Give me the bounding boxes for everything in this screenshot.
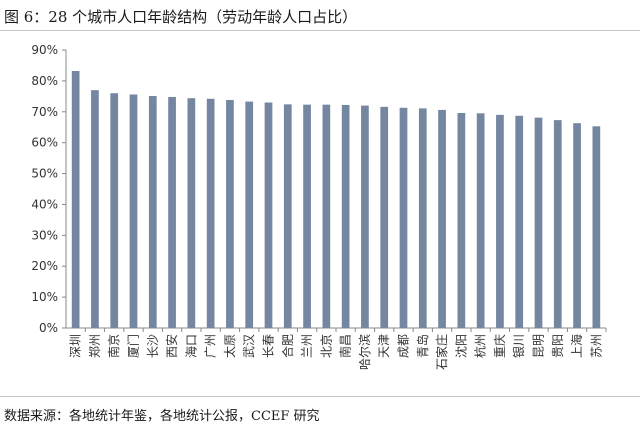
x-tick-label: 厦门 (126, 334, 141, 358)
y-tick-label: 10% (31, 290, 58, 304)
x-tick-label: 海口 (183, 334, 198, 358)
bar (553, 120, 562, 329)
x-tick-label: 合肥 (280, 334, 295, 358)
bar (187, 98, 196, 328)
y-tick-label: 20% (31, 259, 58, 273)
bar (303, 104, 311, 328)
y-tick-label: 0% (39, 321, 58, 335)
x-tick-label: 太原 (222, 334, 237, 358)
bar (110, 93, 119, 328)
x-tick-label: 哈尔滨 (357, 334, 372, 370)
x-tick-label: 武汉 (242, 334, 256, 358)
x-tick-label: 昆明 (532, 334, 546, 358)
source-note: 数据来源：各地统计年鉴，各地统计公报，CCEF 研究 (4, 409, 320, 424)
y-tick-label: 30% (31, 228, 58, 242)
bar (573, 123, 581, 329)
bar (534, 117, 543, 329)
y-tick-label: 60% (31, 136, 58, 150)
bar (148, 96, 157, 329)
x-tick-label: 青岛 (415, 334, 430, 358)
y-tick-label: 50% (31, 167, 58, 181)
bar (399, 107, 408, 328)
x-tick-label: 北京 (319, 334, 333, 358)
x-tick-label: 郑州 (87, 334, 102, 358)
bar-chart: 0% 10% 20% 30% 40% 50% 60% 70% 80% 90% 深圳 郑州 南京 厦门 长沙西… (31, 43, 607, 370)
bar (91, 90, 99, 328)
bar (515, 115, 524, 328)
x-tick-label: 苏州 (589, 334, 603, 358)
bar (322, 104, 331, 328)
y-tick-label: 40% (31, 197, 58, 211)
bar (592, 126, 601, 328)
bar (264, 102, 273, 328)
chart-title: 图 6：28 个城市人口年龄结构（劳动年龄人口占比） (4, 8, 358, 26)
bar (361, 105, 369, 328)
x-tick-label: 西安 (164, 334, 179, 358)
bar (496, 114, 504, 329)
x-tick-label: 成都 (397, 334, 411, 358)
x-tick-label: 上海 (569, 334, 584, 358)
bar (283, 104, 292, 328)
bar (168, 96, 176, 328)
x-tick-label: 南京 (106, 334, 121, 358)
bar (245, 101, 254, 328)
title-bar: 图 6：28 个城市人口年龄结构（劳动年龄人口占比） (0, 0, 640, 31)
bar (341, 104, 350, 328)
x-tick-label: 杭州 (473, 334, 488, 358)
bar (129, 94, 138, 328)
source-bar: 数据来源：各地统计年鉴，各地统计公报，CCEF 研究 (0, 396, 640, 429)
bar (71, 71, 80, 328)
bar (418, 108, 427, 328)
bar (438, 109, 446, 328)
bar (457, 113, 466, 328)
chart-area: 0% 10% 20% 30% 40% 50% 60% 70% 80% 90% 深圳 郑州 南京 厦门 长沙西… (0, 30, 640, 398)
x-tick-label: 银川 (512, 334, 526, 358)
x-tick-label: 兰州 (300, 334, 314, 358)
y-tick-label: 70% (31, 105, 58, 119)
x-tick-label: 长春 (262, 334, 276, 358)
x-tick-label: 沈阳 (453, 334, 468, 358)
x-tick-label: 广州 (204, 334, 218, 358)
y-tick-label: 80% (31, 74, 58, 88)
x-tick-label: 南昌 (338, 334, 353, 358)
x-tick-label: 重庆 (493, 334, 507, 358)
x-tick-label: 石家庄 (434, 334, 449, 370)
x-tick-label: 深圳 (69, 334, 83, 358)
bar (206, 98, 215, 328)
y-tick-label: 90% (31, 43, 58, 57)
x-tick-label: 长沙 (146, 334, 160, 358)
x-tick-label: 天津 (377, 334, 391, 358)
bar (380, 106, 389, 328)
bar (476, 113, 485, 328)
bar (226, 100, 234, 328)
x-tick-label: 贵阳 (551, 334, 565, 358)
